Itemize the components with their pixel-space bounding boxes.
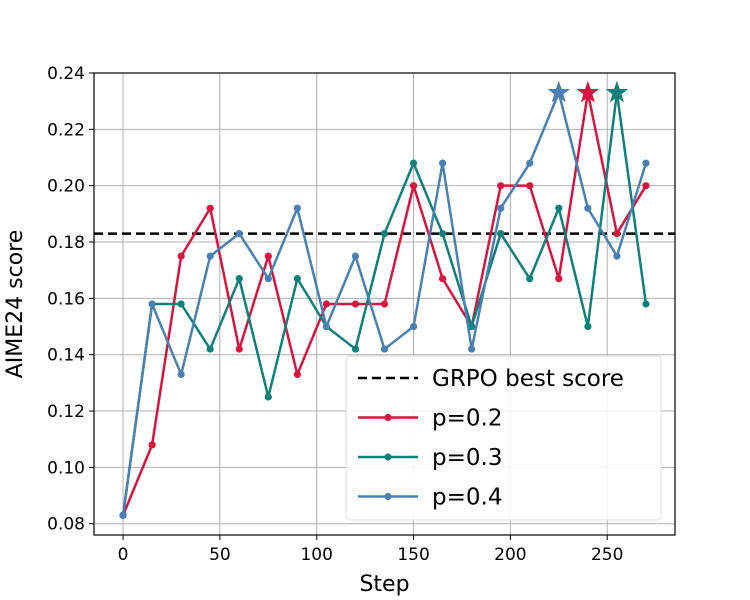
legend-label: p=0.2	[432, 406, 502, 432]
data-point-p-0-2	[380, 300, 389, 308]
y-tick-label: 0.16	[47, 289, 85, 309]
best-star-marker-p-0-4	[547, 80, 571, 103]
data-point-p-0-2	[235, 345, 243, 353]
y-tick-label: 0.22	[47, 120, 85, 140]
data-point-p-0-4	[439, 159, 447, 167]
data-point-p-0-2	[555, 275, 563, 283]
y-tick-label: 0.20	[47, 177, 85, 197]
data-point-p-0-3	[526, 275, 534, 283]
legend-label: p=0.3	[432, 445, 502, 471]
legend-swatch-marker	[384, 413, 392, 422]
data-point-p-0-3	[177, 300, 185, 308]
x-tick-label: 0	[118, 545, 129, 565]
data-point-p-0-4	[526, 159, 534, 167]
x-tick-label: 250	[591, 545, 623, 565]
legend-entry-p-0-3: p=0.3	[358, 445, 502, 471]
y-tick-label: 0.12	[47, 402, 85, 422]
data-point-p-0-2	[148, 441, 156, 449]
data-point-p-0-2	[439, 275, 447, 283]
data-point-p-0-4	[409, 322, 418, 331]
plot-frame	[93, 72, 676, 536]
data-point-p-0-4	[148, 300, 156, 308]
data-point-p-0-4	[177, 370, 185, 379]
best-star-marker-p-0-3	[605, 80, 629, 103]
data-point-p-0-2	[177, 252, 185, 260]
y-tick-label: 0.18	[47, 233, 85, 253]
legend-entry-p-0-4: p=0.4	[358, 485, 502, 511]
data-point-p-0-4	[293, 204, 301, 212]
data-point-p-0-3	[468, 322, 476, 331]
data-point-p-0-3	[409, 159, 418, 167]
data-point-p-0-2	[322, 300, 330, 308]
data-point-p-0-2	[497, 182, 505, 190]
series-p-0-2	[119, 91, 650, 519]
data-point-p-0-3	[380, 229, 389, 238]
y-ticks: 0.08 0.10 0.12 0.14 0.16 0.18 0.20 0.22 0.24	[47, 64, 94, 535]
y-axis-label: AIME24 score	[3, 230, 28, 379]
data-point-p-0-2	[409, 182, 418, 190]
data-point-p-0-4	[235, 229, 243, 238]
best-star-marker-p-0-2	[576, 80, 600, 103]
y-tick-label: 0.24	[47, 64, 85, 84]
data-point-p-0-3	[293, 275, 301, 283]
data-point-p-0-3	[584, 322, 592, 331]
data-point-p-0-2	[264, 252, 272, 260]
y-tick-label: 0.14	[47, 346, 85, 366]
legend-swatch-marker	[384, 492, 392, 501]
x-ticks: 0 50 100 150 200 250	[118, 535, 623, 565]
data-point-p-0-3	[555, 204, 563, 212]
data-point-p-0-3	[264, 393, 272, 401]
data-point-p-0-2	[351, 300, 360, 308]
data-point-p-0-4	[119, 511, 127, 519]
legend-box	[345, 355, 662, 521]
legend-label: GRPO best score	[432, 366, 624, 392]
data-point-p-0-3	[351, 345, 360, 353]
data-point-p-0-3	[235, 275, 243, 283]
data-point-p-0-3	[497, 229, 505, 238]
data-point-p-0-3	[642, 300, 650, 308]
data-point-p-0-2	[206, 204, 214, 212]
best-markers-group	[547, 80, 629, 103]
legend-entry-p-0-2: p=0.2	[358, 406, 502, 432]
y-tick-label: 0.10	[47, 458, 85, 478]
data-point-p-0-2	[526, 182, 534, 190]
data-point-p-0-4	[206, 252, 214, 260]
data-point-p-0-2	[293, 370, 301, 379]
y-tick-label: 0.08	[47, 515, 85, 535]
x-tick-label: 50	[209, 545, 231, 565]
data-point-p-0-4	[584, 204, 592, 212]
legend-label: p=0.4	[432, 485, 502, 511]
data-point-p-0-4	[322, 322, 330, 331]
x-tick-label: 100	[300, 545, 332, 565]
x-tick-label: 200	[494, 545, 526, 565]
data-point-p-0-4	[642, 159, 650, 167]
data-point-p-0-2	[642, 182, 650, 190]
data-point-p-0-4	[497, 204, 505, 212]
data-point-p-0-4	[351, 252, 360, 260]
legend: GRPO best score p=0.2 p=0.3 p=0.4	[345, 355, 662, 521]
legend-swatch-marker	[384, 453, 392, 461]
data-point-p-0-3	[439, 229, 447, 238]
data-point-p-0-4	[380, 345, 389, 353]
data-point-p-0-4	[468, 345, 476, 353]
x-tick-label: 150	[397, 545, 429, 565]
data-point-p-0-4	[264, 275, 272, 283]
data-point-p-0-3	[206, 345, 214, 353]
data-point-p-0-2	[613, 229, 621, 238]
x-axis-label: Step	[359, 572, 409, 597]
data-point-p-0-4	[613, 252, 621, 260]
legend-entry-grpo-best-score: GRPO best score	[358, 366, 624, 392]
